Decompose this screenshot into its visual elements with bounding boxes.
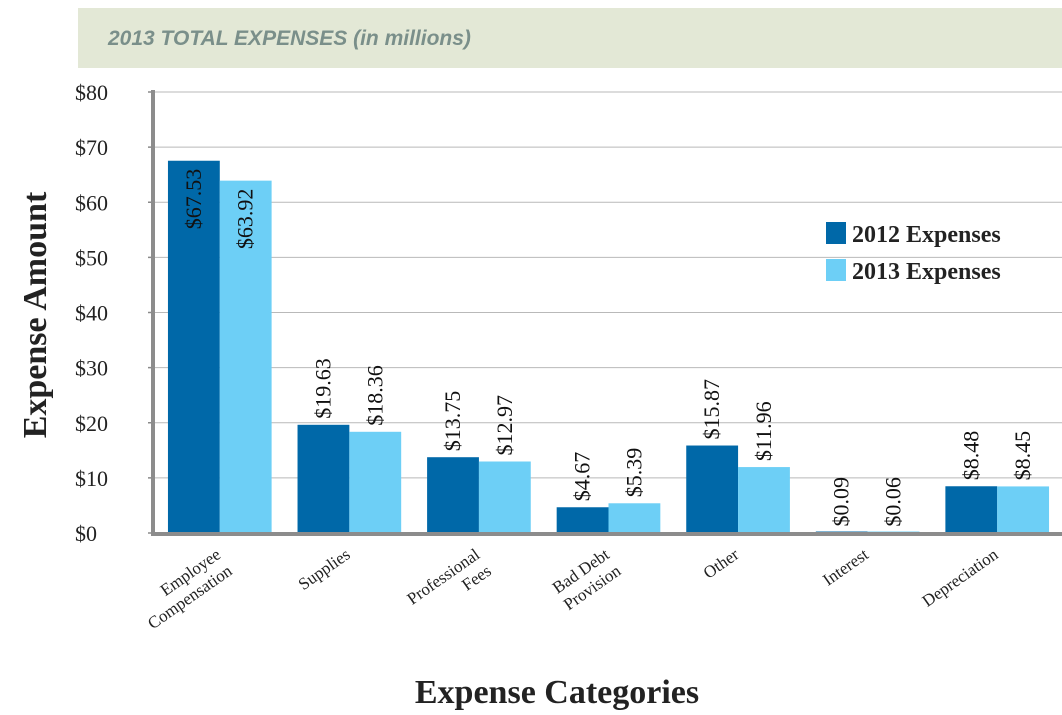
- data-label: $13.75: [440, 391, 465, 452]
- data-label: $0.09: [829, 477, 854, 527]
- y-tick-label: $10: [75, 466, 108, 491]
- x-axis-title: Expense Categories: [415, 674, 699, 711]
- bar: [297, 424, 350, 533]
- data-label: $0.06: [881, 477, 906, 527]
- bar: [427, 457, 479, 533]
- data-label: $18.36: [362, 365, 387, 426]
- bar: [167, 160, 220, 533]
- y-axis-title: Expense Amount: [17, 191, 54, 438]
- category-label: ProfessionalFees: [403, 545, 494, 625]
- title-banner: 2013 TOTAL EXPENSES (in millions): [78, 8, 1062, 68]
- category-label-line: Supplies: [295, 545, 354, 594]
- data-label: $63.92: [233, 189, 258, 250]
- bar: [738, 467, 790, 533]
- data-label: $11.96: [751, 401, 776, 461]
- axes: [151, 90, 1062, 536]
- y-tick-label: $30: [75, 356, 108, 381]
- bar: [608, 503, 661, 533]
- data-label: $8.48: [958, 431, 983, 481]
- bar: [556, 507, 609, 533]
- y-tick-label: $40: [75, 301, 108, 326]
- y-axis-line: [151, 90, 155, 536]
- y-tick-label: $20: [75, 411, 108, 436]
- category-label-line: Interest: [819, 545, 872, 590]
- category-label: Supplies: [295, 545, 354, 594]
- legend-swatch: [826, 222, 846, 244]
- category-label: Depreciation: [919, 544, 1002, 610]
- bar: [478, 461, 531, 533]
- data-label: $8.45: [1010, 431, 1035, 481]
- category-label-line: Other: [700, 545, 743, 583]
- data-label: $4.67: [570, 452, 595, 502]
- bar: [997, 486, 1050, 533]
- legend: 2012 Expenses 2013 Expenses: [826, 222, 1001, 285]
- chart-title: 2013 TOTAL EXPENSES (in millions): [108, 27, 471, 50]
- y-tick-label: $70: [75, 135, 108, 160]
- x-axis-line: [151, 532, 1062, 536]
- bars: [167, 160, 1050, 534]
- category-labels: EmployeeCompensation Supplies Professional…: [133, 544, 1002, 633]
- data-label: $19.63: [310, 358, 335, 419]
- category-label: Bad DebtProvision: [548, 544, 624, 614]
- bar: [686, 445, 739, 533]
- bar: [219, 180, 272, 534]
- legend-swatch: [826, 259, 846, 281]
- bar: [945, 486, 998, 533]
- data-label: $67.53: [181, 169, 206, 230]
- y-tick-label: $0: [75, 521, 97, 546]
- y-tick-label: $50: [75, 245, 108, 270]
- gridlines: [148, 91, 1062, 534]
- legend-label: 2012 Expenses: [852, 222, 1001, 248]
- category-label-line: Depreciation: [919, 544, 1002, 610]
- y-tick-label: $80: [75, 80, 108, 105]
- category-label: Interest: [819, 545, 872, 590]
- data-labels: $67.53 $63.92 $19.63 $18.36 $13.75 $12.97 $4.6…: [181, 169, 1035, 527]
- category-label: Other: [700, 545, 743, 583]
- data-label: $15.87: [699, 379, 724, 440]
- bar: [349, 431, 402, 533]
- y-axis-ticks: $0 $10 $20 $30 $40 $50 $60 $70 $80: [75, 80, 108, 546]
- data-label: $5.39: [621, 448, 646, 498]
- category-label: EmployeeCompensation: [133, 544, 236, 633]
- legend-label: 2013 Expenses: [852, 259, 1001, 285]
- y-tick-label: $60: [75, 190, 108, 215]
- data-label: $12.97: [492, 395, 517, 456]
